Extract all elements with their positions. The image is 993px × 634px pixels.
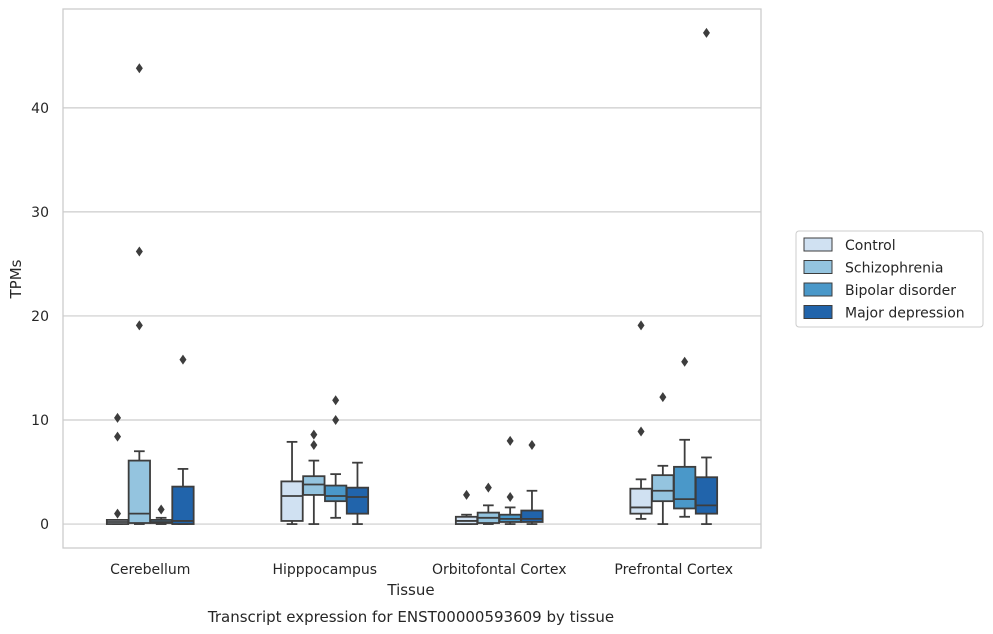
x-tick-label: Hipppocampus [272, 562, 377, 578]
box [345, 486, 370, 515]
box-groups [105, 27, 719, 525]
box [651, 474, 675, 503]
box [324, 484, 348, 503]
box [302, 475, 326, 496]
box [520, 509, 544, 523]
y-axis-title: TPMs [7, 259, 25, 299]
legend-swatch [803, 305, 833, 319]
series-group [149, 356, 697, 525]
y-tick-label: 20 [31, 309, 49, 325]
outlier-point [528, 439, 536, 450]
outlier-point [637, 426, 645, 437]
legend-items: Control Schizophrenia Bipolar disorder Majo… [803, 237, 965, 322]
legend-label: Schizophrenia [845, 261, 943, 277]
outlier-point [637, 320, 645, 331]
outlier-point [310, 429, 318, 440]
outlier-point [659, 392, 667, 403]
series-group [171, 27, 719, 525]
series-group [127, 63, 675, 525]
box [673, 465, 697, 510]
outlier-point [702, 27, 710, 38]
y-axis-ticks: 0 10 20 30 40 [31, 101, 49, 533]
box [629, 487, 653, 515]
x-axis-ticks: Cerebellum Hipppocampus Orbitofontal Corte… [110, 562, 733, 578]
legend-label: Bipolar disorder [845, 283, 956, 299]
outlier-point [310, 439, 318, 450]
legend-label: Control [845, 238, 896, 254]
outlier-point [135, 63, 143, 74]
x-tick-label: Cerebellum [110, 562, 190, 578]
x-tick-label: Orbitofontal Cortex [432, 562, 567, 578]
outlier-point [114, 508, 122, 519]
outlier-point [332, 395, 340, 406]
y-tick-label: 40 [31, 101, 49, 117]
outlier-point [114, 412, 122, 423]
y-tick-label: 30 [31, 205, 49, 221]
gridlines [63, 107, 761, 525]
x-tick-label: Prefrontal Cortex [614, 562, 733, 578]
legend-swatch [803, 260, 833, 274]
outlier-point [463, 489, 471, 500]
chart-caption: Transcript expression for ENST0000059360… [207, 608, 614, 626]
legend: Control Schizophrenia Bipolar disorder Majo… [795, 230, 984, 328]
outlier-point [506, 435, 514, 446]
y-tick-label: 0 [40, 517, 49, 533]
outlier-point [114, 431, 122, 442]
outlier-point [681, 356, 689, 367]
legend-swatch [803, 282, 833, 297]
outlier-point [135, 246, 143, 257]
outlier-point [506, 492, 514, 503]
box [171, 485, 195, 525]
x-axis-title: Tissue [386, 581, 434, 599]
outlier-point [484, 482, 492, 493]
outlier-point [332, 415, 340, 426]
plot-frame [62, 8, 762, 549]
outlier-point [157, 504, 165, 515]
box [280, 480, 304, 522]
legend-swatch [803, 237, 833, 252]
outlier-point [179, 354, 187, 365]
box [127, 459, 151, 524]
legend-label: Major depression [845, 306, 965, 322]
box [694, 476, 719, 515]
legend-frame [795, 230, 984, 328]
y-tick-label: 10 [31, 413, 49, 429]
series-group [105, 320, 653, 525]
outlier-point [135, 320, 143, 331]
